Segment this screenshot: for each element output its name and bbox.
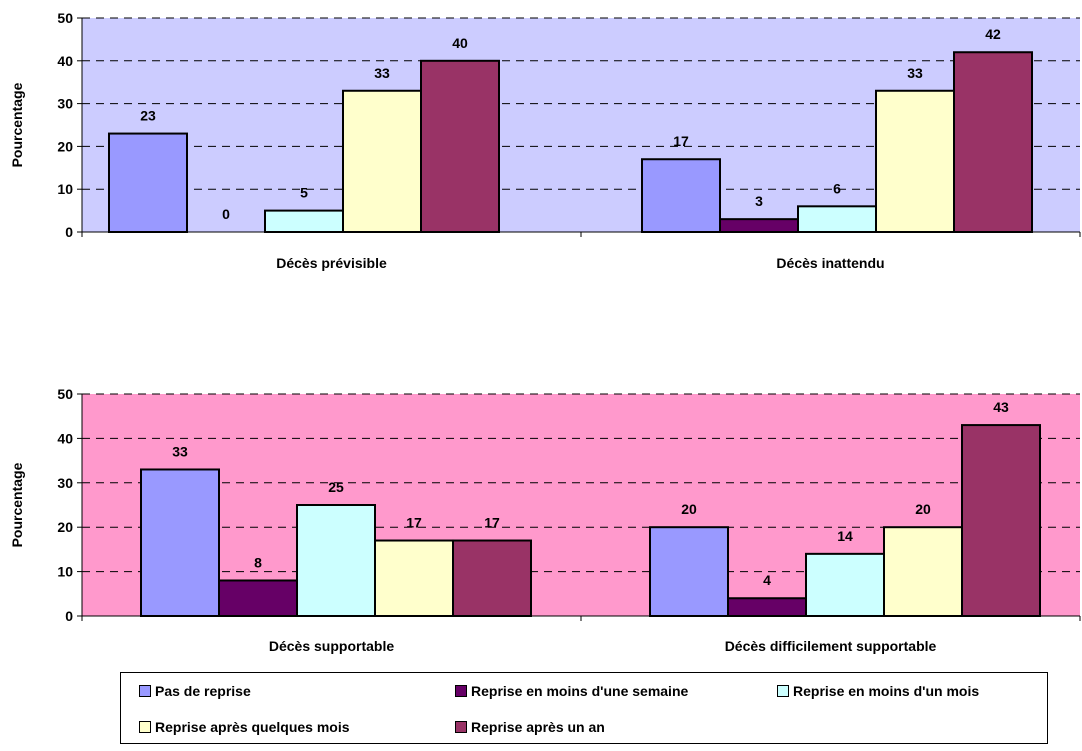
legend-swatch	[455, 721, 467, 733]
legend-label: Pas de reprise	[155, 683, 251, 699]
bar	[797, 205, 877, 234]
y-tick-label: 10	[57, 181, 73, 197]
bar	[374, 539, 454, 618]
data-label: 17	[484, 515, 500, 531]
legend-label: Reprise après quelques mois	[155, 719, 350, 735]
data-label: 20	[681, 501, 697, 517]
bar	[805, 552, 885, 618]
y-tick-label: 50	[57, 10, 73, 26]
legend-item-un-an: Reprise après un an	[455, 719, 605, 735]
legend-swatch	[777, 685, 789, 697]
bar	[649, 526, 729, 618]
y-tick-label: 30	[57, 475, 73, 491]
data-label: 43	[993, 399, 1009, 415]
bar	[719, 218, 799, 234]
data-label: 42	[985, 26, 1001, 42]
bar	[452, 539, 532, 618]
y-tick-label: 50	[57, 386, 73, 402]
data-label: 33	[907, 65, 923, 81]
bar	[420, 59, 500, 233]
legend: Pas de reprise Reprise en moins d'une se…	[120, 672, 1048, 744]
data-label: 25	[328, 479, 344, 495]
bar	[875, 89, 955, 234]
legend-item-pas-de-reprise: Pas de reprise	[139, 683, 251, 699]
bar	[641, 158, 721, 234]
data-label: 17	[406, 515, 422, 531]
legend-label: Reprise en moins d'un mois	[793, 683, 980, 699]
y-tick-label: 20	[57, 519, 73, 535]
bar	[342, 89, 422, 234]
bar	[727, 597, 807, 617]
legend-item-moins-mois: Reprise en moins d'un mois	[777, 683, 979, 699]
bar	[883, 526, 963, 618]
data-label: 3	[755, 193, 763, 209]
legend-swatch	[139, 685, 151, 697]
data-label: 8	[254, 554, 262, 570]
data-label: 0	[222, 206, 230, 222]
data-label: 23	[140, 108, 156, 124]
bar	[140, 468, 220, 618]
data-label: 14	[837, 528, 853, 544]
legend-item-moins-semaine: Reprise en moins d'une semaine	[455, 683, 688, 699]
data-label: 33	[374, 65, 390, 81]
data-label: 20	[915, 501, 931, 517]
bar	[296, 504, 376, 617]
data-label: 4	[763, 572, 771, 588]
y-tick-label: 0	[65, 224, 73, 240]
category-label: Décès prévisible	[276, 255, 387, 271]
bar	[108, 132, 188, 233]
y-tick-label: 0	[65, 608, 73, 624]
data-label: 6	[833, 180, 841, 196]
data-label: 33	[172, 443, 188, 459]
bar	[218, 579, 298, 617]
y-axis-label: Pourcentage	[9, 462, 25, 547]
legend-label: Reprise après un an	[471, 719, 605, 735]
category-label: Décès inattendu	[776, 255, 884, 271]
legend-swatch	[139, 721, 151, 733]
y-tick-label: 40	[57, 53, 73, 69]
data-label: 17	[673, 133, 689, 149]
y-tick-label: 10	[57, 564, 73, 580]
legend-item-quelques-mois: Reprise après quelques mois	[139, 719, 350, 735]
legend-label: Reprise en moins d'une semaine	[471, 683, 689, 699]
bar	[961, 424, 1041, 617]
data-label: 40	[452, 35, 468, 51]
bar	[953, 51, 1033, 233]
category-label: Décès supportable	[269, 638, 394, 654]
y-tick-label: 20	[57, 138, 73, 154]
y-tick-label: 40	[57, 430, 73, 446]
y-tick-label: 30	[57, 96, 73, 112]
category-label: Décès difficilement supportable	[725, 638, 937, 654]
bar	[264, 209, 344, 234]
data-label: 5	[300, 185, 308, 201]
legend-swatch	[455, 685, 467, 697]
y-axis-label: Pourcentage	[9, 82, 25, 167]
